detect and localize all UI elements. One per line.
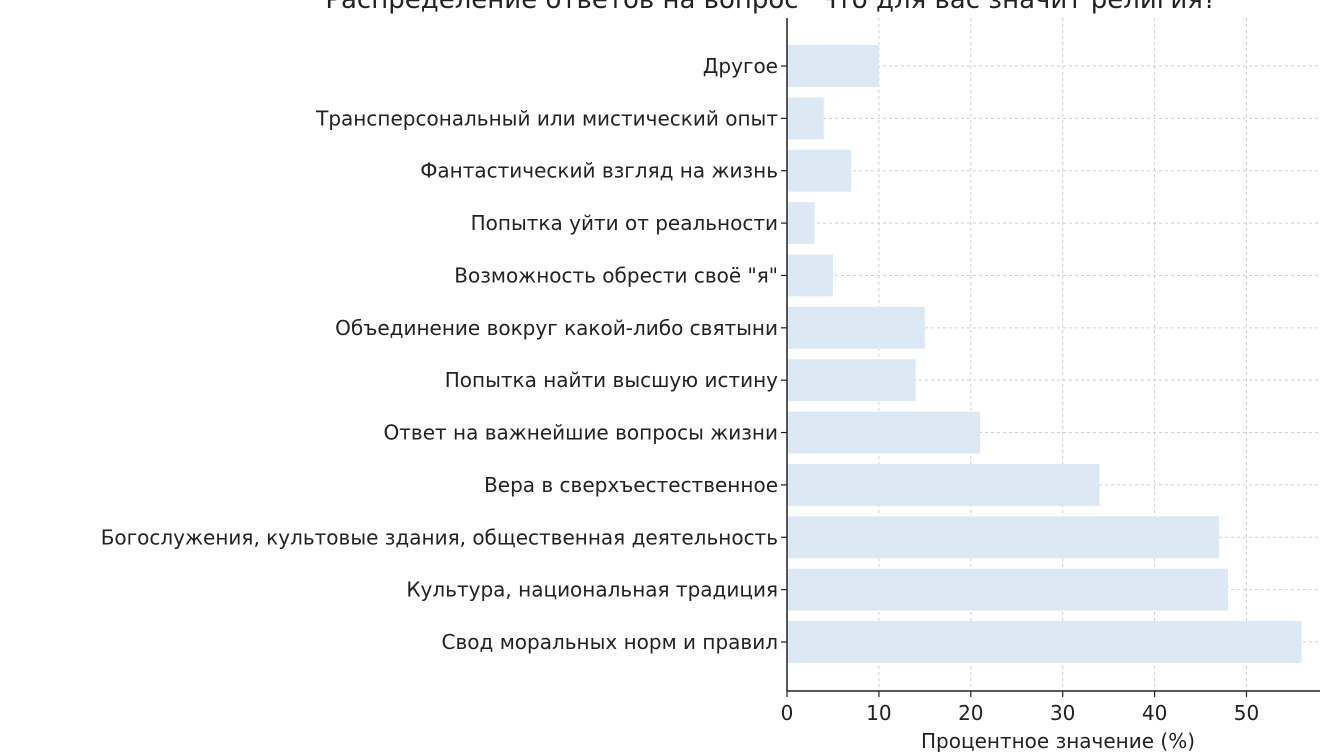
bar bbox=[787, 568, 1229, 611]
x-axis-ticks: 0 10 20 30 40 50 bbox=[781, 691, 1259, 725]
chart-title: Распределение ответов на вопрос "Что для… bbox=[325, 0, 1228, 15]
x-tick-label: 40 bbox=[1142, 701, 1167, 725]
x-tick-label: 0 bbox=[781, 701, 794, 725]
category-label: Культура, национальная традиция bbox=[406, 578, 778, 602]
x-axis-title: Процентное значение (%) bbox=[921, 729, 1195, 752]
bar bbox=[787, 97, 824, 140]
category-label: Ответ на важнейшие вопросы жизни bbox=[384, 421, 778, 445]
bar bbox=[787, 411, 980, 454]
bars bbox=[787, 45, 1302, 663]
bar bbox=[787, 149, 852, 192]
category-label: Вера в сверхъестественное bbox=[484, 473, 778, 497]
category-label: Трансперсональный или мистический опыт bbox=[315, 106, 778, 130]
category-label: Свод моральных норм и правил bbox=[442, 630, 778, 654]
x-tick-label: 50 bbox=[1234, 701, 1259, 725]
x-tick-label: 20 bbox=[958, 701, 983, 725]
bar bbox=[787, 359, 916, 402]
x-tick-label: 30 bbox=[1050, 701, 1075, 725]
bar bbox=[787, 306, 925, 349]
bar bbox=[787, 463, 1100, 506]
bar bbox=[787, 621, 1302, 663]
category-label: Попытка найти высшую истину bbox=[445, 368, 778, 392]
category-label: Другое bbox=[703, 54, 778, 78]
category-label: Фантастический взгляд на жизнь bbox=[420, 159, 778, 183]
category-label: Возможность обрести своё "я" bbox=[454, 263, 778, 287]
category-label: Объединение вокруг какой-либо святыни bbox=[335, 316, 778, 340]
bar bbox=[787, 254, 833, 297]
x-tick-label: 10 bbox=[866, 701, 891, 725]
category-label: Богослужения, культовые здания, обществе… bbox=[101, 525, 778, 549]
bar bbox=[787, 516, 1219, 559]
category-labels: Свод моральных норм и правил Культура, на… bbox=[101, 54, 787, 654]
bar bbox=[787, 202, 815, 245]
bar bbox=[787, 45, 879, 87]
category-label: Попытка уйти от реальности bbox=[471, 211, 778, 235]
